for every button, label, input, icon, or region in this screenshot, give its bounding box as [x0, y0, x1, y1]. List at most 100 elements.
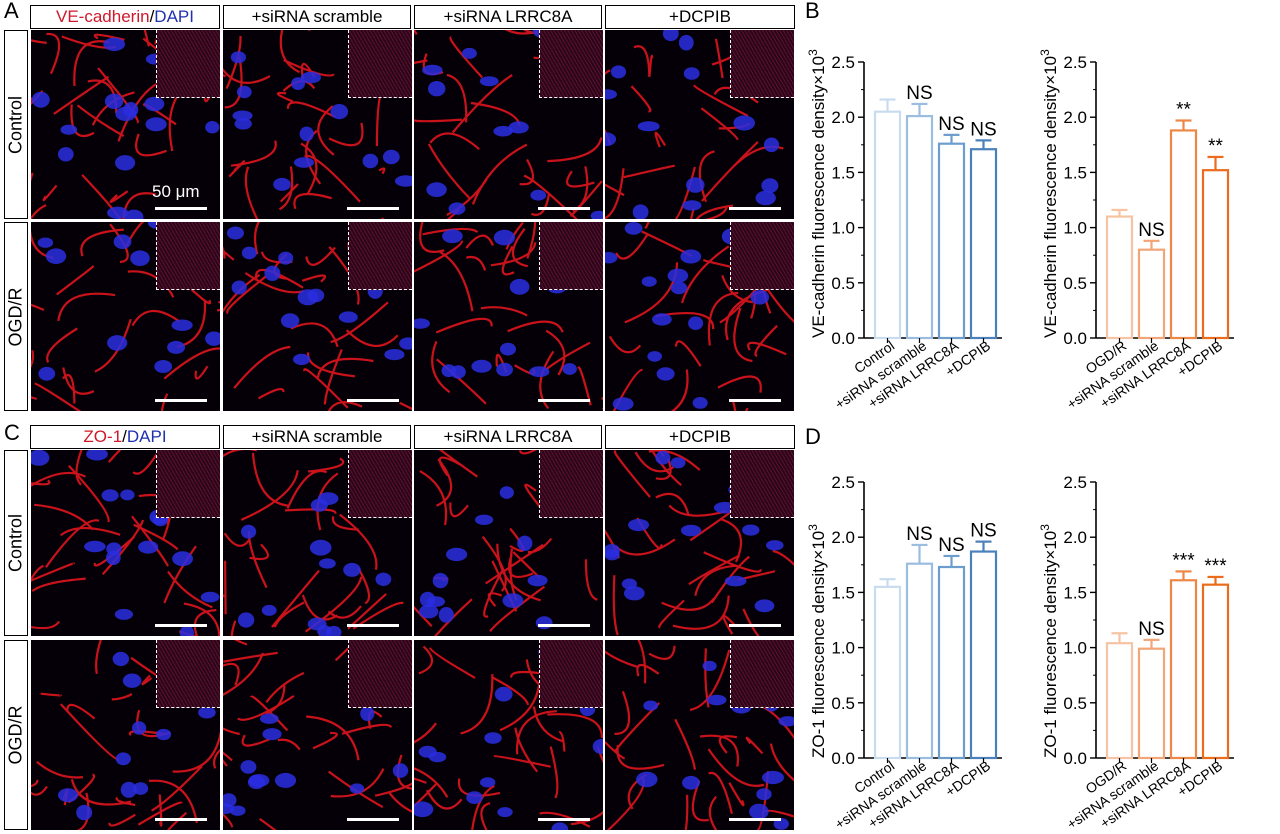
scale-bar: [538, 399, 590, 402]
marker-name: ZO-1: [83, 427, 123, 446]
chart-b-ogd: 0.0 0.5 1.0 1.5 2.0 2.5VE-cadherin fluorescen…: [1040, 49, 1234, 412]
y-tick-label: 2.0: [1063, 528, 1087, 547]
micrograph-image: [223, 640, 412, 830]
micrograph-image: [31, 450, 220, 636]
micrograph-image: [414, 450, 603, 636]
y-tick-label: 0.0: [831, 329, 855, 348]
micrograph-image: [31, 640, 220, 830]
y-tick-label: 2.5: [831, 473, 855, 492]
significance-label: NS: [906, 83, 932, 104]
overview-inset: [539, 640, 603, 708]
scale-bar: [347, 818, 399, 821]
bar: [937, 565, 966, 760]
overview-inset: [730, 640, 794, 708]
scale-bar-label: 50 μm: [152, 182, 200, 201]
header-dcpib: +DCPIB: [605, 5, 795, 29]
scale-bar: [155, 207, 207, 210]
bar: [969, 550, 998, 760]
micrograph-image: [31, 30, 220, 219]
y-axis-label: ZO-1 fluorescence density×103: [1040, 524, 1060, 758]
row-label-ogd: OGD/R: [4, 640, 28, 830]
significance-label: NS: [1138, 220, 1164, 241]
bar: [1137, 248, 1166, 340]
bar: [1169, 129, 1198, 340]
y-tick-label: 1.0: [831, 639, 855, 658]
scale-bar: [347, 399, 399, 402]
micrograph-image: [414, 640, 603, 830]
y-tick-label: 2.0: [831, 528, 855, 547]
chart-d-control: 0.0 0.5 1.0 1.5 2.0 2.5 ZO-1 fluorescence dens…: [808, 473, 1002, 832]
significance-label: NS: [970, 521, 996, 542]
significance-label: NS: [970, 119, 996, 140]
overview-inset: [156, 640, 220, 708]
y-tick-label: 1.5: [831, 163, 855, 182]
bar: [1137, 647, 1166, 760]
y-tick-label: 1.5: [831, 583, 855, 602]
bar: [937, 142, 966, 340]
y-axis-label: ZO-1 fluorescence density×103: [808, 524, 828, 758]
header-siRNA-scramble: +siRNA scramble: [223, 5, 411, 29]
y-tick-label: 1.5: [1063, 583, 1087, 602]
header-siRNA-lrrc8a: +siRNA LRRC8A: [414, 5, 602, 29]
significance-label: NS: [1138, 619, 1164, 640]
overview-inset: [348, 640, 412, 708]
y-axis-label: VE-cadherin fluorescence density×103: [1040, 49, 1060, 338]
y-tick-label: 2.0: [1063, 108, 1087, 127]
scale-bar: [347, 207, 399, 210]
significance-label: NS: [938, 535, 964, 556]
overview-inset: [348, 222, 412, 290]
bar: [873, 110, 902, 340]
bar: [905, 114, 934, 340]
y-tick-label: 1.5: [1063, 163, 1087, 182]
y-tick-label: 0.5: [831, 274, 855, 293]
micrograph-image: [223, 222, 412, 411]
overview-inset: [730, 450, 794, 518]
y-tick-label: 2.0: [831, 108, 855, 127]
micrograph-image: [605, 30, 794, 219]
bar: [873, 585, 902, 760]
overview-inset: [539, 30, 603, 98]
micrograph-image: [605, 222, 794, 411]
micrograph-image: [414, 222, 603, 411]
bar: [1105, 215, 1134, 340]
micrograph-image: [605, 640, 794, 830]
scale-bar: [347, 624, 399, 627]
scale-bar: [729, 624, 781, 627]
panel-label-b: B: [805, 0, 820, 23]
overview-inset: [730, 222, 794, 290]
y-tick-label: 0.5: [831, 694, 855, 713]
panel-label-c: C: [4, 420, 20, 445]
dapi-label: DAPI: [126, 427, 167, 446]
scale-bar: [538, 207, 590, 210]
panel-label-a: A: [4, 0, 19, 23]
bar: [1169, 579, 1198, 760]
significance-label: **: [1176, 100, 1191, 121]
overview-inset: [156, 222, 220, 290]
significance-label: NS: [938, 114, 964, 135]
slash: /: [149, 7, 155, 26]
scale-bar: [538, 624, 590, 627]
marker-name: VE-cadherin: [56, 7, 150, 26]
row-label-control: Control: [4, 450, 28, 636]
scale-bar: [729, 207, 781, 210]
y-axis-label: VE-cadherin fluorescence density×103: [808, 49, 828, 338]
y-tick-label: 1.0: [1063, 219, 1087, 238]
bar: [969, 148, 998, 340]
y-tick-label: 2.5: [1063, 53, 1087, 72]
header-marker-zo1: ZO-1/DAPI: [30, 425, 220, 449]
bar: [1201, 583, 1230, 760]
y-tick-label: 0.0: [1063, 749, 1087, 768]
significance-label: ***: [1204, 556, 1227, 577]
scale-bar: [155, 818, 207, 821]
panel-label-d: D: [805, 424, 821, 449]
bar: [1201, 169, 1230, 340]
overview-inset: [156, 30, 220, 98]
significance-label: ***: [1172, 550, 1195, 571]
micrograph-image: [223, 30, 412, 219]
row-label-control: Control: [4, 30, 28, 219]
y-tick-label: 1.0: [831, 219, 855, 238]
header-siRNA-lrrc8a: +siRNA LRRC8A: [414, 425, 602, 449]
scale-bar: [155, 624, 207, 627]
y-tick-label: 2.5: [1063, 473, 1087, 492]
scale-bar: [155, 399, 207, 402]
